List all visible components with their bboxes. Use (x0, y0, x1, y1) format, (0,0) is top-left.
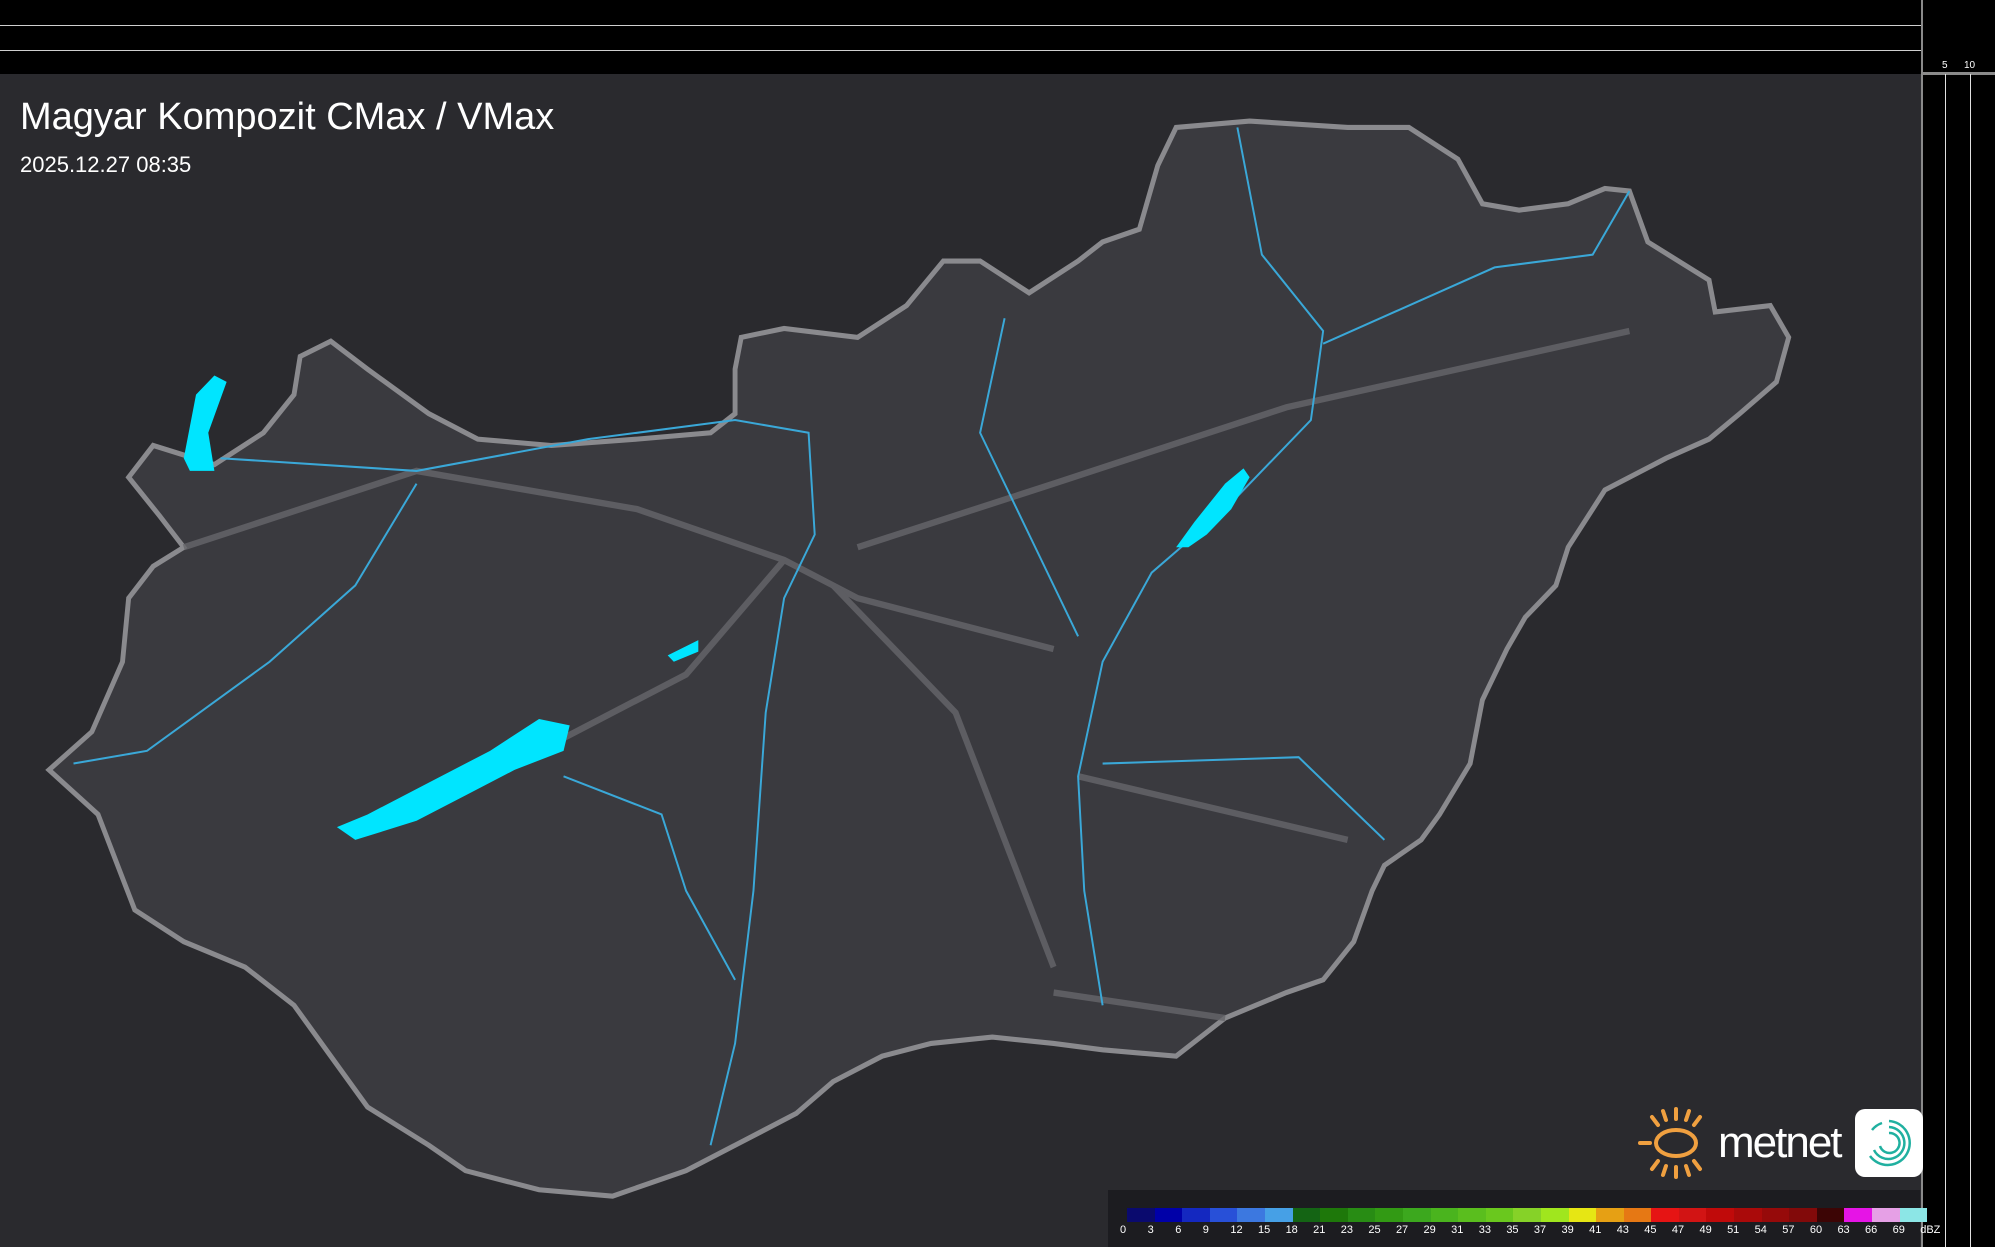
scale-label: 33 (1478, 1224, 1491, 1236)
color-swatch (1899, 1208, 1928, 1222)
scale-label: 49 (1699, 1224, 1712, 1236)
scale-label: 35 (1506, 1224, 1519, 1236)
color-swatch (1651, 1208, 1679, 1222)
color-swatch (1209, 1208, 1238, 1222)
color-swatch (1734, 1208, 1762, 1222)
color-swatch (1458, 1208, 1486, 1222)
color-swatch (1237, 1208, 1265, 1222)
roads (182, 327, 1631, 1022)
color-swatch (1872, 1208, 1900, 1222)
sun-icon (1638, 1107, 1702, 1179)
scale-label: 12 (1230, 1224, 1243, 1236)
scale-label: 51 (1727, 1224, 1740, 1236)
color-swatch (1292, 1208, 1321, 1222)
dbz-legend: 0 3 6 9 12 15 18 21 23 25 27 29 31 33 35 37 39 41 43 45 47 49… (1108, 1190, 1940, 1247)
scale-label: 37 (1533, 1224, 1547, 1236)
scale-label: 0 (1120, 1224, 1127, 1236)
scale-label: 66 (1865, 1224, 1878, 1236)
scale-label: 69 (1892, 1224, 1905, 1236)
scale-label: 23 (1340, 1224, 1353, 1236)
hungary-map (45, 118, 1792, 1199)
color-swatch (1568, 1208, 1597, 1222)
color-swatch (1402, 1208, 1431, 1222)
color-swatch (1347, 1208, 1376, 1222)
map-timestamp: 2025.12.27 08:35 (20, 152, 192, 177)
color-swatch (1485, 1208, 1514, 1222)
scale-label: 41 (1589, 1224, 1602, 1236)
scale-label: 21 (1313, 1224, 1326, 1236)
rivers (73, 127, 1631, 1146)
scale-label: 47 (1671, 1224, 1685, 1236)
color-swatch (1596, 1208, 1624, 1222)
scale-label: 39 (1561, 1224, 1574, 1236)
metnet-logo: metnet (1638, 1105, 1923, 1181)
scale-line-10 (0, 25, 1921, 26)
scale-label: 18 (1285, 1224, 1298, 1236)
map-title: Magyar Kompozit CMax / VMax (20, 96, 555, 138)
color-swatch (1844, 1208, 1873, 1222)
color-swatch (1513, 1208, 1541, 1222)
color-swatch (1264, 1208, 1293, 1222)
scale-label: 25 (1368, 1224, 1381, 1236)
color-swatch (1154, 1208, 1183, 1222)
color-swatch (1127, 1208, 1155, 1222)
scale-label: 3 (1147, 1224, 1154, 1236)
radar-swirl-icon (1854, 1109, 1923, 1177)
scale-label: 9 (1202, 1224, 1209, 1236)
scale-label: 15 (1257, 1224, 1271, 1236)
radar-map[interactable] (0, 74, 1921, 1247)
lake-neusiedl (183, 375, 227, 471)
country-outline (45, 118, 1792, 1199)
color-swatch (1678, 1208, 1707, 1222)
color-swatch (1182, 1208, 1210, 1222)
color-scale-bar (1127, 1208, 1928, 1222)
right-profile-strip (1921, 0, 1995, 1247)
scale-line-5 (0, 50, 1921, 51)
scale-label: 29 (1423, 1224, 1436, 1236)
color-swatch (1623, 1208, 1652, 1222)
unit-label: dBZ (1920, 1224, 1941, 1236)
color-swatch (1375, 1208, 1403, 1222)
logo-text: metnet (1718, 1118, 1843, 1167)
lake-velence (667, 640, 699, 662)
scale-label: 54 (1754, 1224, 1767, 1236)
scale-label: 31 (1451, 1224, 1464, 1236)
scale-label: 60 (1809, 1224, 1823, 1236)
color-scale-labels: 0 3 6 9 12 15 18 21 23 25 27 29 31 33 35 37 39 41 43 45 47 49… (1120, 1224, 1948, 1236)
lake-tisza (1176, 468, 1250, 548)
right-strip-divider (1921, 72, 1995, 75)
color-swatch (1761, 1208, 1790, 1222)
color-swatch (1706, 1208, 1735, 1222)
scale-line-10 (1970, 74, 1971, 1247)
color-swatch (1816, 1208, 1845, 1222)
scale-tick: 10 (1964, 60, 1976, 71)
lakes (183, 375, 1250, 840)
scale-label: 43 (1616, 1224, 1629, 1236)
lake-balaton (336, 719, 570, 840)
scale-label: 27 (1395, 1224, 1409, 1236)
scale-label: 63 (1837, 1224, 1850, 1236)
color-swatch (1430, 1208, 1459, 1222)
scale-line-5 (1945, 74, 1946, 1247)
scale-label: 6 (1175, 1224, 1182, 1236)
color-swatch (1540, 1208, 1569, 1222)
top-profile-strip: 10 5 (0, 0, 1936, 73)
scale-label: 57 (1782, 1224, 1795, 1236)
scale-tick: 5 (1942, 60, 1948, 71)
color-swatch (1789, 1208, 1817, 1222)
scale-label: 45 (1644, 1224, 1657, 1236)
color-swatch (1320, 1208, 1348, 1222)
